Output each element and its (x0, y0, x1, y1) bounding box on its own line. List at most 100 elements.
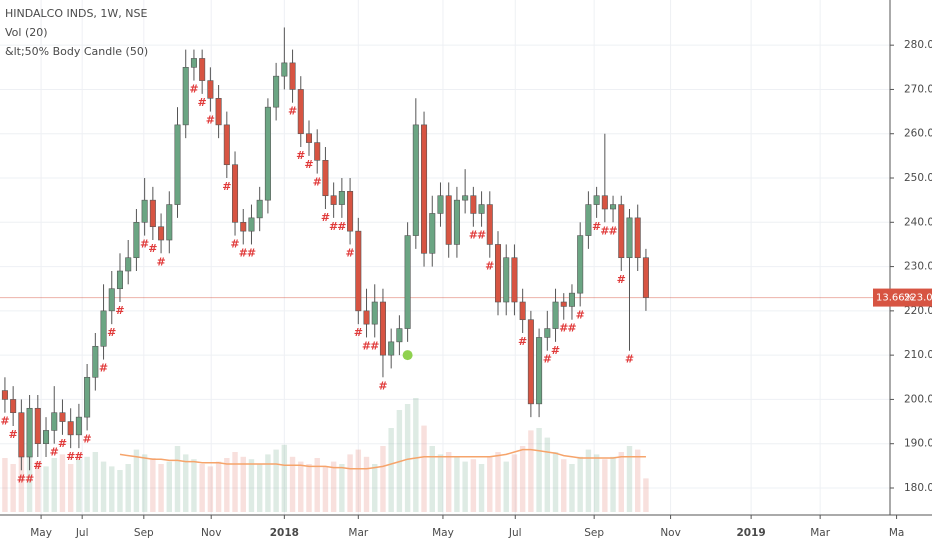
y-tick-label: 260.00 (904, 128, 932, 140)
volume-bar (437, 454, 444, 512)
volume-bar (577, 456, 583, 512)
marker: # (222, 180, 231, 193)
candle-body (26, 407, 33, 458)
candle-body (470, 195, 477, 214)
volume-bar (199, 464, 205, 512)
volume-bar (487, 456, 493, 512)
candle-body (10, 399, 17, 414)
candle-body (322, 160, 329, 197)
volume-bar (404, 404, 411, 512)
volume-bar (18, 446, 25, 512)
volume-bar (593, 454, 600, 512)
volume-bar (51, 458, 57, 512)
candle-body (478, 204, 485, 214)
marker: # (140, 238, 149, 251)
candle-body (133, 221, 140, 259)
y-tick-label: 280.00 (904, 39, 932, 51)
marker: # (608, 224, 617, 237)
volume-bar (215, 461, 222, 512)
marker: # (83, 432, 92, 445)
candle-body (363, 310, 370, 325)
candle-body (223, 124, 230, 166)
marker: # (148, 242, 157, 255)
candle-body (338, 190, 345, 205)
volume-bar (281, 444, 288, 512)
candle-body (273, 75, 280, 108)
marker: # (576, 308, 585, 321)
volume-bar (339, 464, 345, 512)
candle-body (314, 142, 321, 161)
volume-bar (363, 456, 370, 512)
volume-bar (248, 459, 255, 512)
candle-body (149, 199, 156, 228)
candle-body (215, 98, 222, 126)
volume-bar (454, 456, 460, 512)
marker: # (362, 339, 371, 352)
volume-bar (470, 459, 477, 512)
volume-bar (552, 452, 559, 512)
volume-bar (511, 454, 518, 512)
x-tick-label: 2019 (737, 527, 766, 539)
candle-body (116, 270, 123, 290)
marker: # (107, 326, 116, 339)
candle-body (642, 257, 649, 298)
volume-bar (355, 449, 362, 512)
volume-bar (76, 459, 82, 512)
volume-bar (109, 466, 115, 512)
candle-body (494, 244, 502, 303)
volume-bar (503, 461, 509, 512)
volume-bar (117, 470, 123, 512)
candle-body (18, 412, 25, 458)
candle-body (421, 124, 428, 254)
candle-body (626, 217, 633, 259)
marker: # (551, 344, 560, 357)
candle-body (297, 89, 304, 135)
volume-bar (59, 454, 66, 512)
marker: # (329, 220, 338, 233)
volume-bar (421, 425, 427, 512)
candle-body (166, 204, 173, 241)
marker: # (74, 450, 83, 463)
x-tick-label: Nov (660, 527, 681, 539)
candle-body (347, 190, 354, 232)
volume-bar (602, 459, 608, 512)
marker: # (296, 149, 305, 162)
volume-bar (347, 454, 353, 512)
marker: # (485, 260, 494, 273)
volume-bar (561, 459, 567, 512)
marker: # (288, 105, 297, 118)
marker: # (625, 353, 634, 366)
marker: # (50, 446, 59, 459)
x-tick-label: 2018 (270, 527, 299, 539)
marker: # (370, 339, 379, 352)
volume-bar (330, 461, 337, 512)
candle-body (610, 204, 617, 210)
candle-body (355, 230, 362, 312)
candle-body (511, 257, 518, 303)
candle-body (388, 341, 395, 356)
volume-bar (125, 464, 131, 512)
candle-body (577, 235, 584, 294)
candle-body (568, 292, 575, 307)
marker: # (354, 326, 363, 339)
volume-bar (462, 461, 468, 512)
volume-bar (35, 461, 41, 512)
volume-bar (240, 456, 246, 512)
candle-body (330, 195, 337, 205)
candle-body (445, 195, 452, 245)
volume-bar (322, 466, 329, 512)
candle-body (396, 328, 403, 343)
marker: # (345, 246, 354, 259)
candle-body (108, 288, 115, 312)
volume-bar (306, 464, 312, 512)
axes: 180.00 190.00 200.00 210.00 220.00 230.00 240.… (30, 39, 932, 539)
marker: # (543, 353, 552, 366)
volume-bar (544, 437, 551, 512)
marker: # (559, 322, 568, 335)
x-tick-label: Mar (810, 527, 830, 539)
volume-bar (10, 464, 16, 512)
grid (0, 0, 890, 515)
volume-bar (413, 398, 419, 512)
y-tick-label: 200.00 (904, 393, 932, 405)
